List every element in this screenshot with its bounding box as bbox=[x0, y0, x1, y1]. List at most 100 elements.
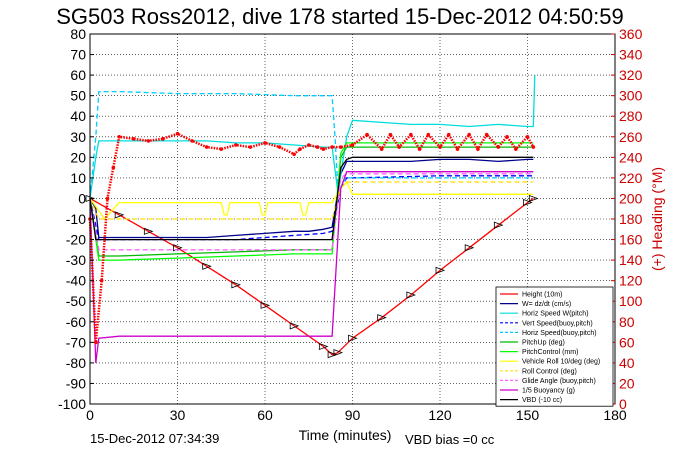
series-point bbox=[446, 132, 451, 137]
series-point bbox=[306, 143, 311, 147]
legend: Height (10m) W= dz/dt (cm/s) Horiz Speed W… bbox=[495, 286, 614, 407]
legend-label: 1/5 Buoyancy (g) bbox=[522, 388, 575, 395]
y-tick-label: -40 bbox=[66, 273, 86, 289]
y2-tick-label: 140 bbox=[619, 252, 643, 268]
series-point bbox=[339, 145, 343, 149]
series-line bbox=[89, 90, 534, 199]
series-point bbox=[417, 147, 422, 151]
series-point bbox=[175, 131, 180, 136]
x-tick-label: 180 bbox=[603, 407, 627, 423]
series-point bbox=[161, 137, 165, 141]
y-tick-label: -20 bbox=[66, 232, 86, 248]
y-tick-label: 40 bbox=[70, 108, 86, 124]
series-point bbox=[348, 334, 358, 342]
y-tick-label: -60 bbox=[66, 314, 86, 330]
series-point bbox=[493, 221, 504, 229]
legend-label: W= dz/dt (cm/s) bbox=[522, 301, 571, 308]
y2-tick-label: 120 bbox=[619, 273, 643, 289]
legend-box bbox=[495, 286, 614, 407]
series-point bbox=[409, 132, 413, 137]
series-point bbox=[94, 340, 98, 345]
y2-tick-label: 360 bbox=[619, 26, 643, 42]
series-point bbox=[143, 227, 154, 235]
series-point bbox=[438, 145, 442, 149]
series-point bbox=[190, 139, 194, 143]
series-point bbox=[406, 291, 416, 299]
series-point bbox=[514, 147, 518, 151]
legend-label: Height (10m) bbox=[522, 292, 562, 299]
series-point bbox=[484, 132, 489, 137]
y-tick-label: 80 bbox=[70, 26, 86, 42]
series-point bbox=[234, 143, 238, 147]
legend-label: Roll Control (deg) bbox=[522, 368, 577, 375]
series-point bbox=[202, 262, 212, 270]
legend-label: Horiz Speed(buoy,pitch) bbox=[522, 330, 597, 337]
series-point bbox=[464, 244, 475, 252]
legend-label: Horiz Speed W(pitch) bbox=[522, 311, 589, 318]
series-point bbox=[111, 165, 116, 170]
series-point bbox=[528, 194, 539, 203]
series-point bbox=[231, 281, 241, 289]
y2-tick-label: 160 bbox=[619, 232, 643, 248]
y2-tick-label: 220 bbox=[619, 170, 643, 186]
series-point bbox=[467, 132, 471, 137]
series-point bbox=[476, 147, 480, 151]
y2-tick-label: 240 bbox=[619, 149, 643, 165]
y-tick-label: -10 bbox=[66, 211, 86, 227]
series-point bbox=[131, 137, 136, 141]
y2-tick-label: 20 bbox=[619, 375, 635, 391]
series-point bbox=[114, 211, 125, 219]
series-line bbox=[89, 158, 534, 239]
series-point bbox=[105, 196, 110, 201]
series-point bbox=[435, 266, 446, 274]
series-point bbox=[531, 145, 536, 149]
series-point bbox=[248, 145, 253, 149]
y2-tick-label: 180 bbox=[619, 211, 643, 227]
series-10 bbox=[89, 171, 534, 363]
y-tick-label: -100 bbox=[58, 396, 86, 412]
y-tick-label: 60 bbox=[70, 67, 86, 83]
x-tick-label: 150 bbox=[516, 407, 540, 423]
y2-tick-label: 0 bbox=[619, 396, 627, 412]
series-point bbox=[426, 132, 431, 137]
series-12 bbox=[88, 131, 536, 345]
y-tick-label: -80 bbox=[66, 355, 86, 371]
series-point bbox=[321, 147, 326, 151]
series-point bbox=[525, 134, 530, 139]
x-tick-label: 60 bbox=[257, 407, 273, 423]
y2-axis-label: (+) Heading (°M) bbox=[649, 167, 665, 271]
legend-label: Vert Speed(buoy,pitch) bbox=[522, 320, 593, 327]
y2-tick-label: 280 bbox=[619, 108, 643, 124]
x-tick-label: 0 bbox=[86, 407, 94, 423]
series-point bbox=[219, 147, 224, 151]
series-point bbox=[204, 145, 209, 149]
y2-tick-label: 320 bbox=[619, 67, 643, 83]
series-line bbox=[89, 142, 534, 261]
series-point bbox=[496, 145, 501, 149]
series-1 bbox=[89, 158, 534, 239]
x-tick-label: 30 bbox=[170, 407, 186, 423]
series-point bbox=[146, 139, 151, 143]
y-tick-label: 0 bbox=[78, 190, 86, 206]
series-point bbox=[277, 145, 282, 149]
footer-vbd-bias: VBD bias =0 cc bbox=[405, 432, 495, 447]
x-tick-label: 90 bbox=[345, 407, 361, 423]
series-point bbox=[377, 314, 387, 322]
y-tick-label: -30 bbox=[66, 252, 86, 268]
series-line bbox=[89, 197, 534, 356]
y2-tick-label: 260 bbox=[619, 129, 643, 145]
series-point bbox=[397, 145, 401, 149]
x-tick-label: 120 bbox=[428, 407, 452, 423]
y-tick-label: 20 bbox=[70, 149, 86, 165]
axis-ticks: 0 30 60 90 120 150 18080706050403020100-10-20-… bbox=[58, 26, 643, 423]
series-point bbox=[263, 141, 267, 145]
series-point bbox=[315, 145, 320, 149]
series-11 bbox=[89, 156, 534, 241]
series-line bbox=[89, 180, 534, 221]
series-point bbox=[333, 349, 344, 357]
y-tick-label: 30 bbox=[70, 129, 86, 145]
series-9 bbox=[89, 173, 534, 251]
series-point bbox=[365, 132, 369, 137]
series-8 bbox=[89, 181, 534, 220]
y2-tick-label: 200 bbox=[619, 190, 643, 206]
